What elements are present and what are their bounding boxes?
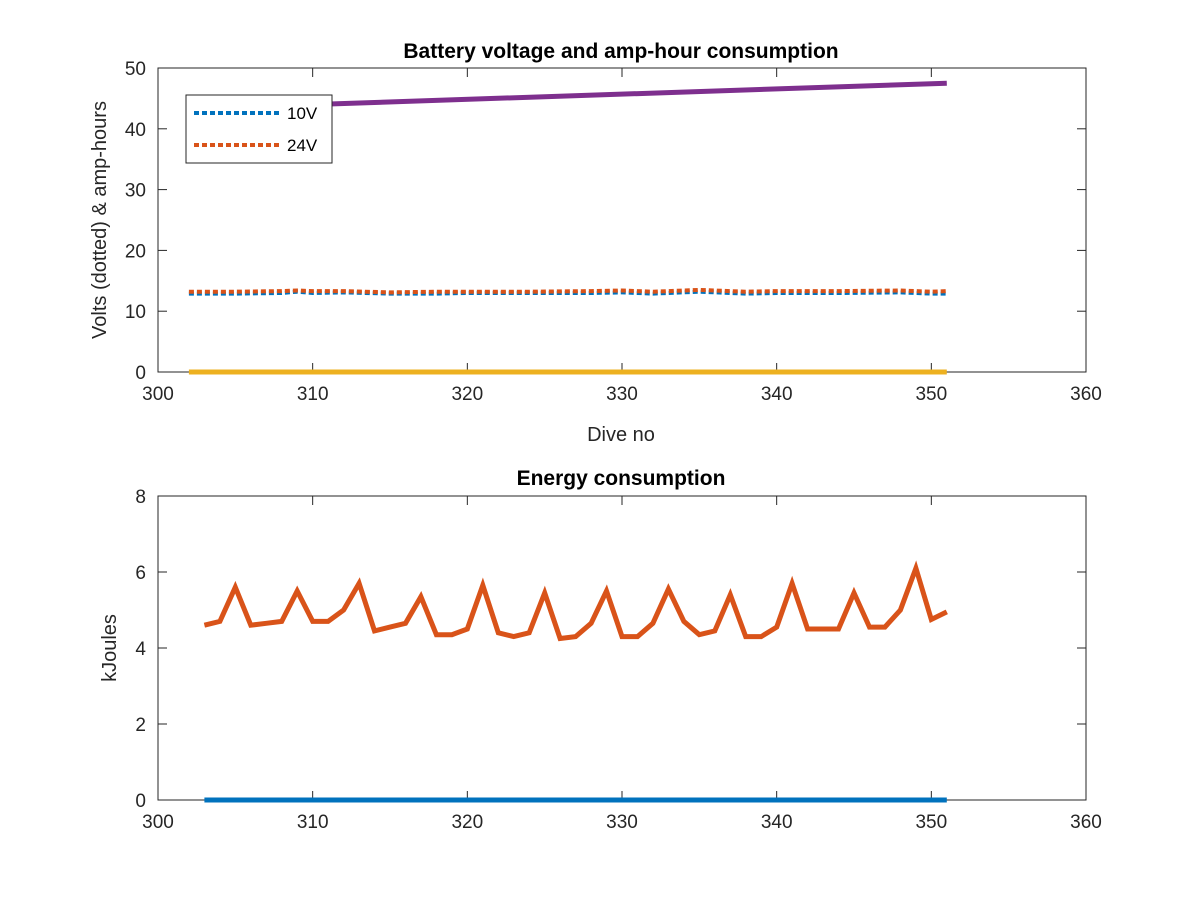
voltage-x-tick-label: 310: [297, 384, 329, 405]
energy-series-line-1: [203, 560, 948, 642]
energy-panel: Energy consumption 300 310 320 330 340 350 360…: [99, 467, 1102, 833]
voltage-y-tick-label: 30: [125, 181, 146, 202]
legend-box: [185, 94, 333, 164]
energy-axis-ticks: 300 310 320 330 340 350 360 0 2 4 6 8: [135, 487, 1101, 833]
energy-series-group: [203, 560, 948, 803]
energy-y-tick-label: 8: [135, 487, 146, 508]
voltage-x-axis-label: Dive no: [587, 424, 655, 446]
voltage-x-tick-label: 360: [1070, 384, 1102, 405]
energy-x-tick-label: 330: [606, 812, 638, 833]
voltage-x-tick-label: 340: [761, 384, 793, 405]
energy-chart-title: Energy consumption: [517, 467, 726, 490]
energy-x-tick-label: 360: [1070, 812, 1102, 833]
energy-x-tick-label: 350: [915, 812, 947, 833]
legend-label-24v: 24V: [287, 136, 318, 155]
voltage-y-tick-label: 10: [125, 302, 146, 323]
energy-y-tick-label: 0: [135, 791, 146, 812]
voltage-x-tick-label: 330: [606, 384, 638, 405]
energy-x-tick-label: 320: [451, 812, 483, 833]
energy-y-tick-label: 2: [135, 715, 146, 736]
energy-x-tick-label: 340: [761, 812, 793, 833]
voltage-y-tick-label: 50: [125, 59, 146, 80]
energy-y-tick-label: 4: [135, 639, 146, 660]
voltage-y-tick-label: 40: [125, 120, 146, 141]
voltage-chart-title: Battery voltage and amp-hour consumption: [403, 40, 838, 63]
energy-x-tick-label: 300: [142, 812, 174, 833]
voltage-y-tick-label: 20: [125, 241, 146, 262]
voltage-x-tick-label: 350: [915, 384, 947, 405]
legend-label-10v: 10V: [287, 104, 318, 123]
voltage-panel: Battery voltage and amp-hour consumption…: [89, 40, 1102, 446]
energy-y-axis-label: kJoules: [99, 614, 121, 682]
voltage-axis-ticks: 300 310 320 330 340 350 360 0 10 20 30 40 50: [125, 59, 1102, 405]
voltage-y-axis-label: Volts (dotted) & amp-hours: [89, 101, 111, 339]
voltage-series-line-24v: [188, 287, 947, 295]
voltage-x-tick-label: 320: [451, 384, 483, 405]
voltage-x-tick-label: 300: [142, 384, 174, 405]
energy-x-tick-label: 310: [297, 812, 329, 833]
energy-y-tick-label: 6: [135, 563, 146, 584]
voltage-y-tick-label: 0: [135, 363, 146, 384]
voltage-legend: 10V 24V: [185, 94, 333, 164]
